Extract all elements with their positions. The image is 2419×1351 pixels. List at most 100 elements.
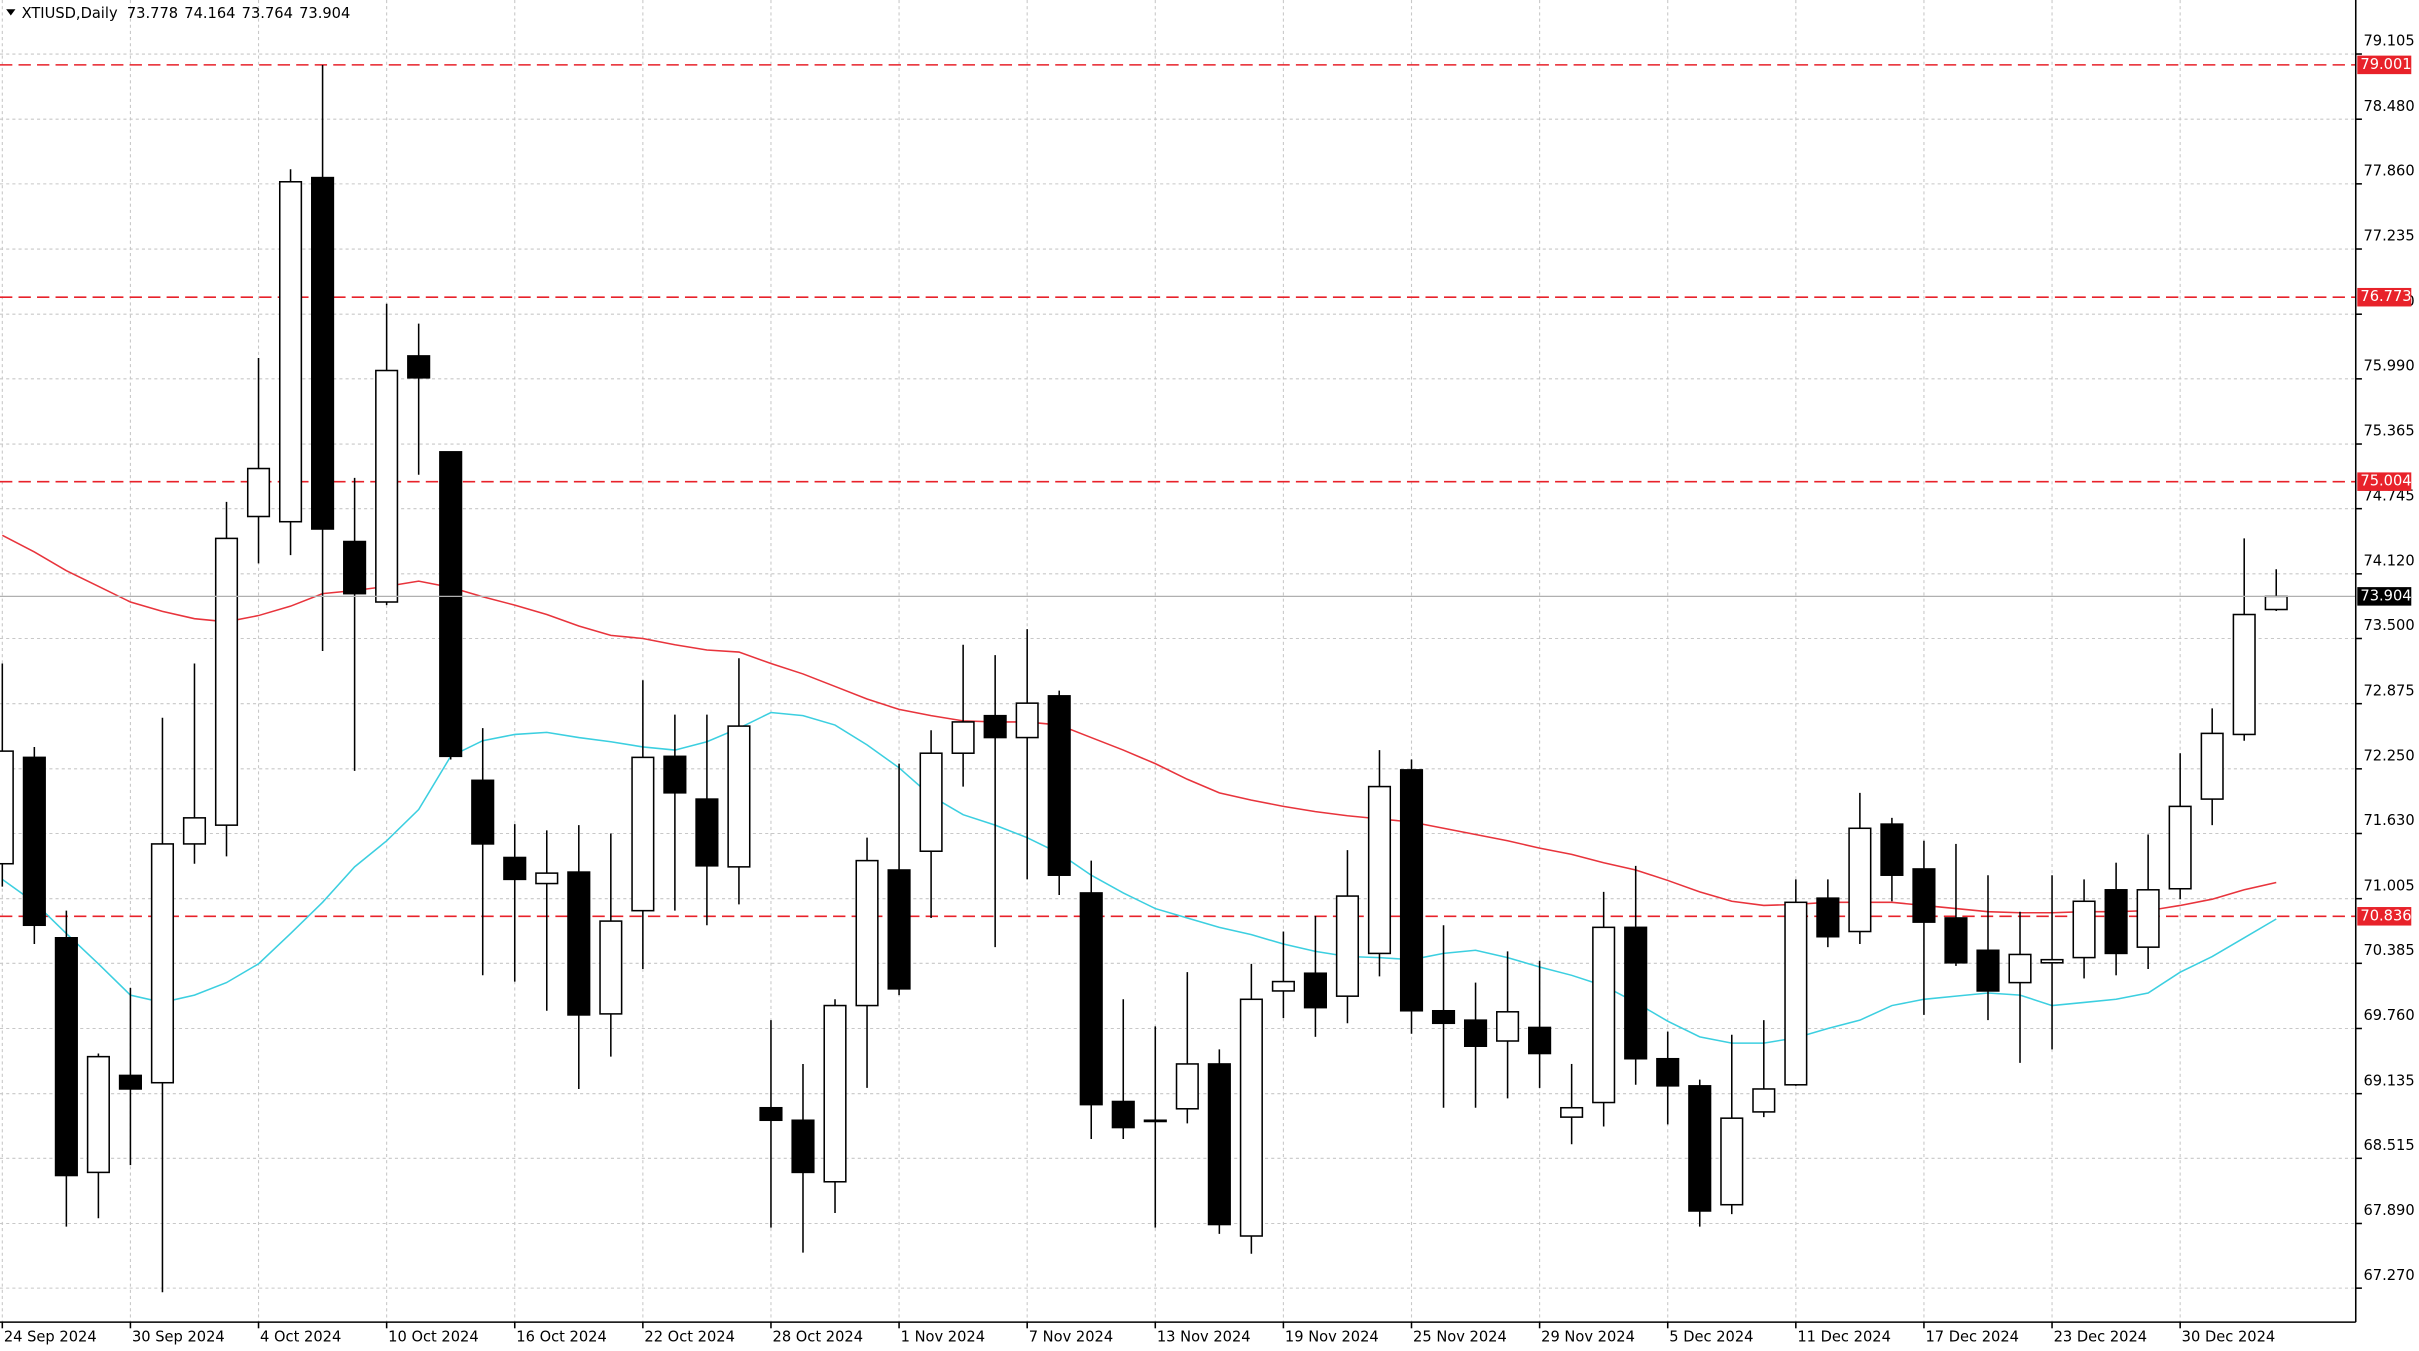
x-tick-label: 25 Nov 2024 bbox=[1413, 1329, 1507, 1346]
y-tick-label: 68.515 bbox=[2363, 1137, 2414, 1154]
candle-body-down bbox=[503, 856, 527, 881]
candle-body-up bbox=[2232, 613, 2256, 736]
x-tick-label: 24 Sep 2024 bbox=[4, 1329, 97, 1346]
y-tick-label: 72.250 bbox=[2363, 748, 2414, 765]
level-label-box bbox=[2357, 472, 2412, 491]
candle-body-down bbox=[1976, 949, 2000, 992]
candle-body-up bbox=[1784, 901, 1808, 1086]
candle-body-down bbox=[54, 937, 78, 1177]
x-tick-label: 30 Dec 2024 bbox=[2182, 1329, 2276, 1346]
y-tick-label: 77.235 bbox=[2363, 228, 2414, 245]
menu-icon bbox=[6, 9, 16, 16]
x-tick-label: 30 Sep 2024 bbox=[132, 1329, 225, 1346]
candle-body-up bbox=[214, 537, 239, 826]
candle-body-up bbox=[2264, 595, 2288, 611]
candle-body-up bbox=[727, 725, 751, 868]
x-tick-label: 19 Nov 2024 bbox=[1285, 1329, 1379, 1346]
x-tick-label: 22 Oct 2024 bbox=[644, 1329, 735, 1346]
open: 73.778 bbox=[127, 5, 178, 22]
candle-body-down bbox=[1047, 695, 1071, 876]
level-label-box bbox=[2357, 907, 2412, 926]
candle-body-up bbox=[1848, 827, 1872, 933]
candle-body-down bbox=[1528, 1026, 1552, 1055]
level-label: 79.001 bbox=[2360, 56, 2411, 73]
candle-body-down bbox=[1111, 1100, 1135, 1129]
x-tick-label: 5 Dec 2024 bbox=[1669, 1329, 1753, 1346]
y-tick-label: 69.135 bbox=[2363, 1072, 2414, 1089]
candle-body-down bbox=[1399, 769, 1424, 1012]
price-label: 73.904 bbox=[2360, 587, 2411, 604]
close: 73.904 bbox=[299, 5, 350, 22]
candle-body-down bbox=[1079, 892, 1103, 1106]
candle-body-up bbox=[246, 467, 271, 518]
price-label-box bbox=[2357, 587, 2412, 606]
candle-body-up bbox=[1720, 1117, 1744, 1206]
y-tick-label: 75.365 bbox=[2363, 423, 2414, 440]
candle-body-down bbox=[759, 1106, 783, 1122]
candle-body-up bbox=[1239, 998, 1263, 1237]
candle-body-down bbox=[1816, 897, 1840, 938]
level-label: 70.836 bbox=[2360, 907, 2411, 924]
candle-body-up bbox=[631, 756, 655, 912]
candle-body-up bbox=[2008, 953, 2032, 984]
candle-body-down bbox=[1463, 1019, 1488, 1047]
moving-average-line bbox=[1, 711, 2277, 1044]
candle-body-down bbox=[2104, 889, 2128, 955]
y-tick-label: 79.105 bbox=[2363, 33, 2414, 50]
y-tick-label: 69.760 bbox=[2363, 1007, 2414, 1024]
x-tick-label: 23 Dec 2024 bbox=[2054, 1329, 2148, 1346]
y-tick-label: 71.630 bbox=[2363, 812, 2414, 829]
candle-body-down bbox=[1207, 1063, 1231, 1226]
candle-body-down bbox=[311, 176, 335, 530]
x-tick-label: 17 Dec 2024 bbox=[1925, 1329, 2019, 1346]
candle-body-down bbox=[118, 1074, 142, 1090]
y-tick-label: 73.500 bbox=[2363, 617, 2414, 634]
candle-body-up bbox=[182, 817, 207, 845]
y-tick-label: 67.270 bbox=[2363, 1267, 2414, 1284]
candle-body-up bbox=[0, 750, 14, 865]
candle-body-down bbox=[471, 779, 495, 845]
candle-body-up bbox=[919, 752, 943, 852]
x-tick-label: 11 Dec 2024 bbox=[1797, 1329, 1891, 1346]
candle-body-up bbox=[150, 843, 175, 1084]
candle-body-up bbox=[535, 872, 559, 885]
y-tick-label: 74.120 bbox=[2363, 553, 2414, 570]
axis: 79.10578.48077.86077.23576.61075.99075.3… bbox=[1, 33, 2415, 1346]
candle-body-up bbox=[1592, 926, 1616, 1104]
candle-body-up bbox=[823, 1004, 847, 1183]
candle-body-down bbox=[22, 756, 46, 927]
symbol: XTIUSD,Daily bbox=[22, 5, 118, 22]
y-tick-label: 74.745 bbox=[2363, 487, 2414, 504]
y-tick-label: 72.875 bbox=[2363, 682, 2414, 699]
candle-body-up bbox=[278, 180, 303, 523]
candle-body-down bbox=[1624, 926, 1648, 1060]
level-label-box bbox=[2357, 287, 2412, 307]
x-tick-label: 16 Oct 2024 bbox=[516, 1329, 607, 1346]
candle-body-up bbox=[951, 721, 975, 754]
candle-body-up bbox=[2040, 958, 2064, 964]
candle-body-down bbox=[439, 451, 463, 758]
candle-body-down bbox=[407, 355, 431, 379]
header: XTIUSD,Daily 73.778 74.164 73.764 73.904 bbox=[6, 5, 350, 22]
y-tick-label: 75.990 bbox=[2363, 358, 2414, 375]
candle-body-down bbox=[983, 714, 1007, 739]
candle-body-up bbox=[1560, 1106, 1584, 1118]
candle-body-up bbox=[1015, 702, 1039, 739]
high: 74.164 bbox=[184, 5, 235, 22]
candle-body-down bbox=[887, 869, 911, 990]
candle-body-down bbox=[663, 755, 687, 794]
candle-body-up bbox=[2200, 732, 2224, 800]
y-tick-label: 78.480 bbox=[2363, 98, 2414, 115]
candle-body-down bbox=[1912, 868, 1936, 923]
candle-body-down bbox=[1431, 1009, 1456, 1025]
candle-body-up bbox=[1496, 1011, 1520, 1042]
y-tick-label: 71.005 bbox=[2363, 877, 2414, 894]
x-tick-label: 28 Oct 2024 bbox=[773, 1329, 864, 1346]
candle-body-up bbox=[375, 369, 399, 603]
candle-body-up bbox=[86, 1055, 110, 1174]
candle-body-down bbox=[1880, 823, 1904, 876]
x-tick-label: 10 Oct 2024 bbox=[388, 1329, 479, 1346]
candle-body-up bbox=[2072, 900, 2096, 959]
candle-body-down bbox=[1944, 917, 1968, 964]
